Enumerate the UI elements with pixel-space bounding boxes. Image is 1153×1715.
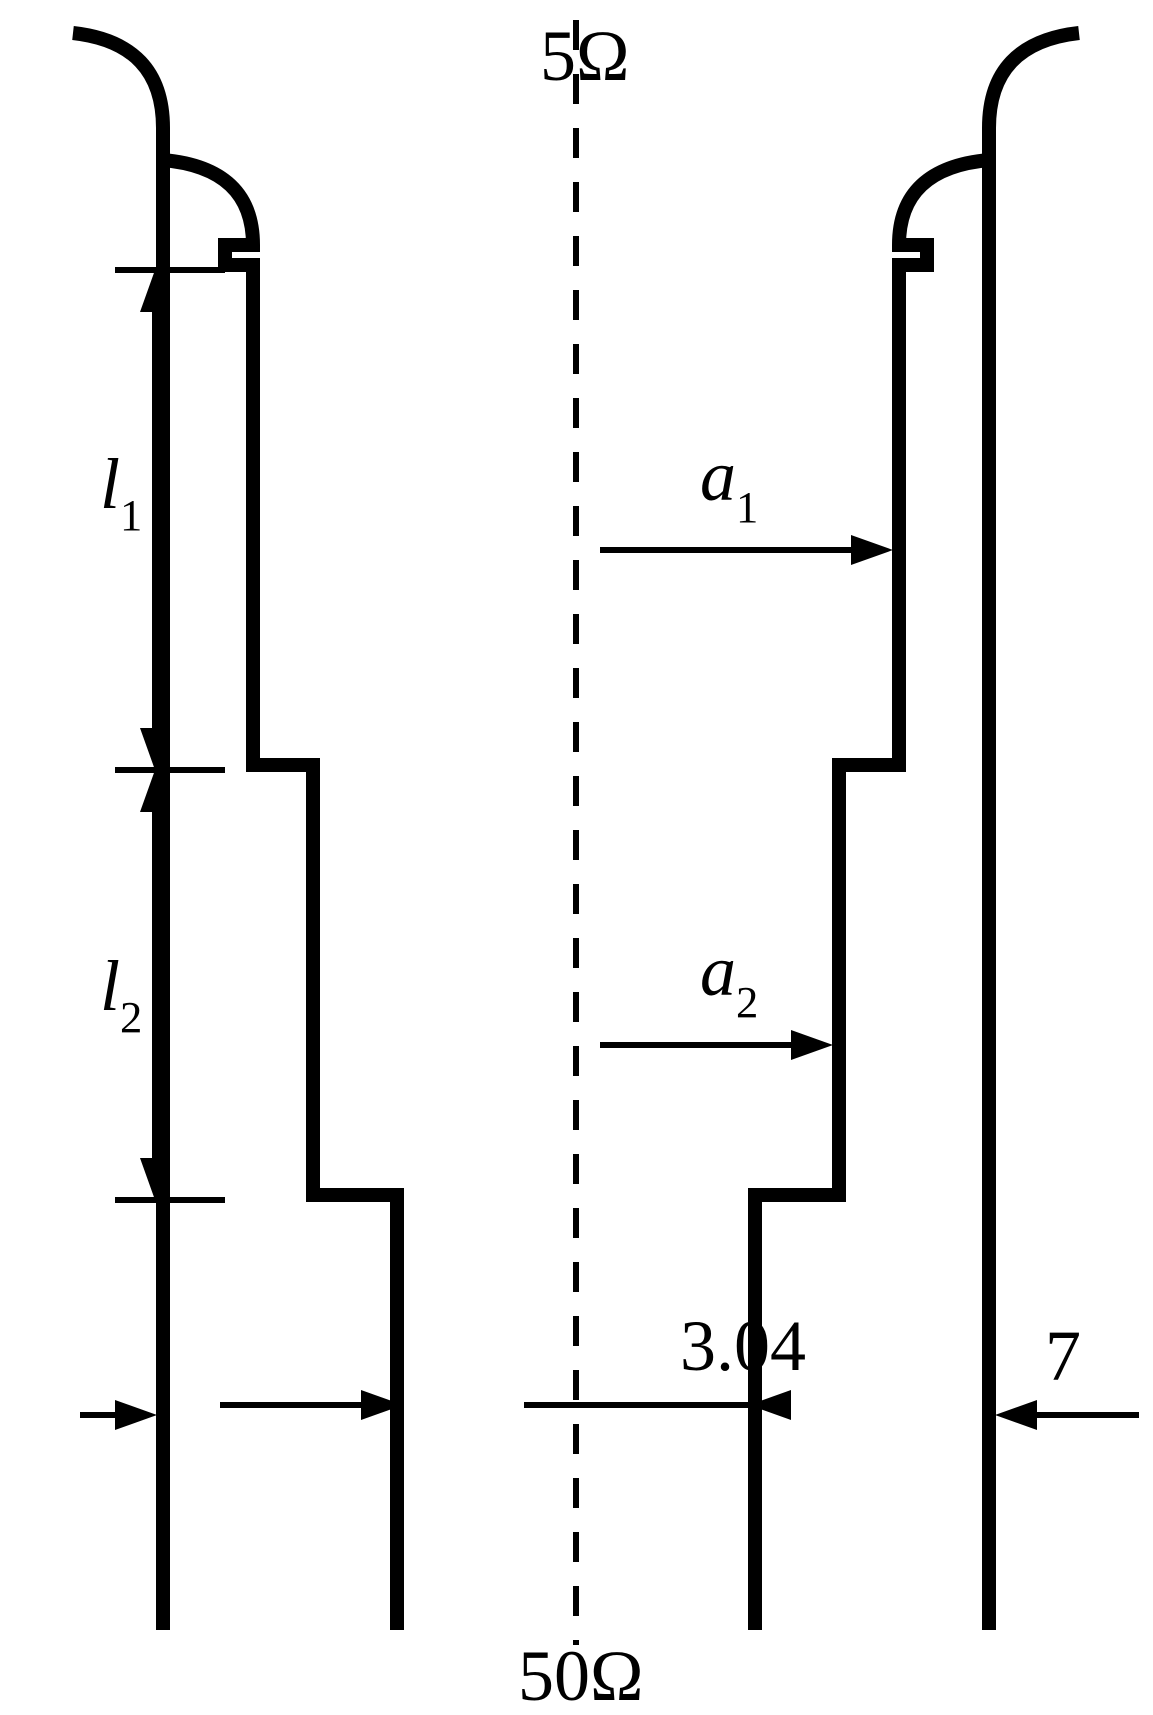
svg-text:7: 7	[1045, 1316, 1081, 1396]
svg-text:a2: a2	[700, 931, 758, 1027]
svg-text:a1: a1	[700, 436, 758, 532]
coax-transformer-diagram: 5Ω 50Ω l1 l2 a1 a2 3.04 7	[0, 0, 1153, 1715]
svg-text:l2: l2	[100, 946, 142, 1042]
svg-text:5Ω: 5Ω	[540, 16, 630, 96]
svg-text:3.04: 3.04	[680, 1306, 806, 1386]
svg-text:50Ω: 50Ω	[518, 1636, 644, 1715]
svg-text:l1: l1	[100, 444, 142, 540]
